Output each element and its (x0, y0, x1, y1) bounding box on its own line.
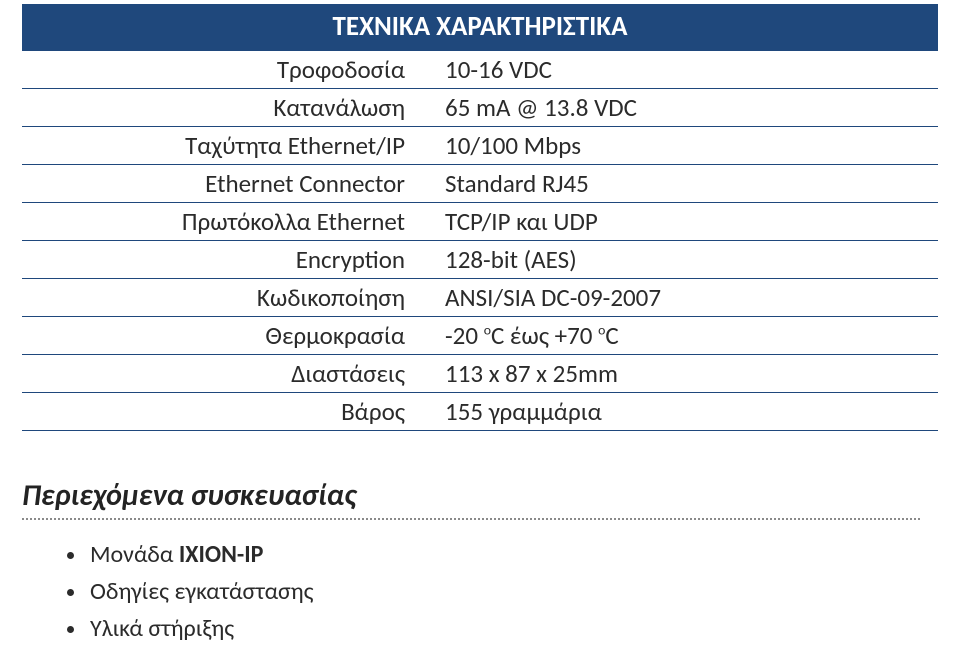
spec-heading: ΤΕΧΝΙΚΑ ΧΑΡΑΚΤΗΡΙΣΤΙΚΑ (22, 4, 938, 51)
spec-table: ΤΕΧΝΙΚΑ ΧΑΡΑΚΤΗΡΙΣΤΙΚΑ Τροφοδοσία10-16 V… (22, 4, 938, 431)
spec-key: Διαστάσεις (22, 355, 425, 393)
list-item: Υλικά στήριξης (88, 612, 938, 646)
list-item-bold: IXION-IP (179, 540, 264, 569)
spec-value: 113 x 87 x 25mm (425, 355, 938, 393)
spec-value: -20 oC έως +70 oC (425, 317, 938, 355)
spec-value: 155 γραμμάρια (425, 393, 938, 431)
spec-value: 65 mA @ 13.8 VDC (425, 89, 938, 127)
list-item: Μονάδα IXION-IP (88, 538, 938, 573)
list-item-text: Υλικά στήριξης (90, 614, 234, 643)
spec-key: Θερμοκρασία (22, 317, 425, 355)
spec-value: TCP/IP και UDP (425, 203, 938, 241)
package-contents-title: Περιεχόμενα συσκευασίας (22, 477, 920, 520)
list-item-text: Μονάδα (90, 540, 179, 569)
table-row: Βάρος155 γραμμάρια (22, 393, 938, 431)
spec-key: Πρωτόκολλα Ethernet (22, 203, 425, 241)
spec-value: Standard RJ45 (425, 165, 938, 203)
spec-key: Encryption (22, 241, 425, 279)
table-row: Διαστάσεις113 x 87 x 25mm (22, 355, 938, 393)
table-row: Πρωτόκολλα EthernetTCP/IP και UDP (22, 203, 938, 241)
table-row: Ethernet ConnectorStandard RJ45 (22, 165, 938, 203)
spec-key: Τροφοδοσία (22, 51, 425, 89)
package-list: Μονάδα IXION-IP Οδηγίες εγκατάστασης Υλικά… (22, 538, 938, 646)
table-row: Encryption128-bit (AES) (22, 241, 938, 279)
table-row: Τροφοδοσία10-16 VDC (22, 51, 938, 89)
spec-key: Ethernet Connector (22, 165, 425, 203)
spec-key: Βάρος (22, 393, 425, 431)
table-row: Κατανάλωση65 mA @ 13.8 VDC (22, 89, 938, 127)
list-item: Οδηγίες εγκατάστασης (88, 575, 938, 610)
spec-key: Ταχύτητα Ethernet/IP (22, 127, 425, 165)
spec-key: Κατανάλωση (22, 89, 425, 127)
table-row: Ταχύτητα Ethernet/IP10/100 Mbps (22, 127, 938, 165)
spec-value: 128-bit (AES) (425, 241, 938, 279)
spec-value: ANSI/SIA DC-09-2007 (425, 279, 938, 317)
list-item-text: Οδηγίες εγκατάστασης (90, 577, 314, 606)
spec-key: Κωδικοποίηση (22, 279, 425, 317)
table-row: ΚωδικοποίησηANSI/SIA DC-09-2007 (22, 279, 938, 317)
spec-value: 10/100 Mbps (425, 127, 938, 165)
table-row: Θερμοκρασία-20 oC έως +70 oC (22, 317, 938, 355)
spec-value: 10-16 VDC (425, 51, 938, 89)
